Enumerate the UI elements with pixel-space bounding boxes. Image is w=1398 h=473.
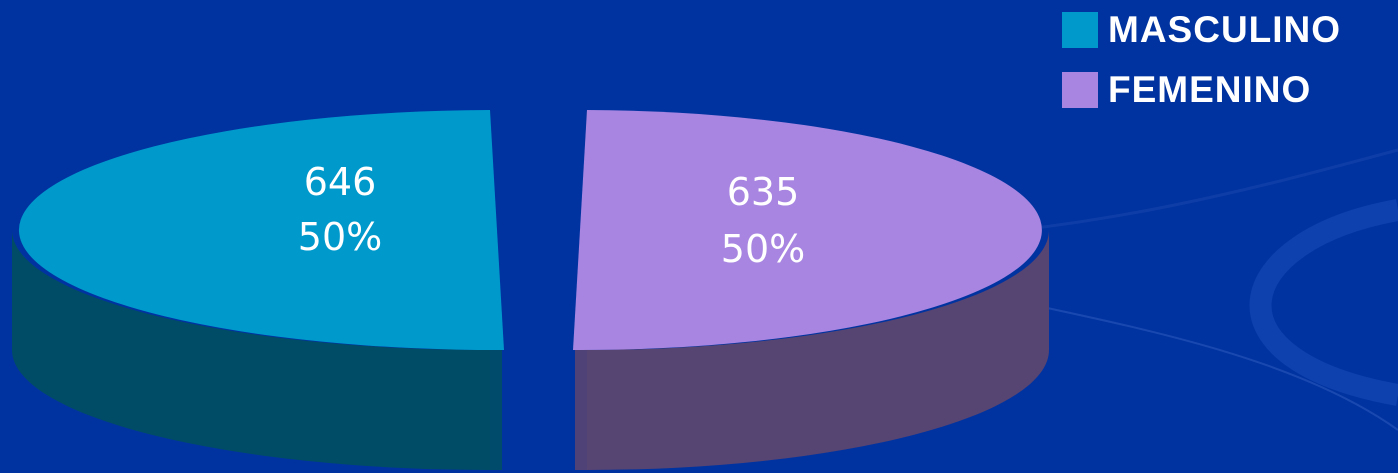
slice-side-femenino bbox=[587, 230, 1049, 470]
slice-femenino bbox=[573, 110, 1042, 351]
legend-label-femenino: FEMENINO bbox=[1108, 69, 1312, 110]
pie-slices bbox=[12, 110, 1049, 470]
slice-masculino bbox=[18, 110, 505, 351]
data-label-value-masculino: 646 bbox=[304, 160, 377, 204]
data-label-value-femenino: 635 bbox=[727, 170, 800, 214]
legend-item-femenino: FEMENINO bbox=[1062, 68, 1341, 112]
data-label-percent-masculino: 50% bbox=[298, 215, 382, 259]
legend: MASCULINO FEMENINO bbox=[1062, 8, 1341, 128]
slice-side-masculino bbox=[12, 230, 490, 470]
legend-swatch-masculino bbox=[1062, 12, 1098, 48]
legend-label-masculino: MASCULINO bbox=[1108, 9, 1342, 50]
data-label-percent-femenino: 50% bbox=[721, 227, 805, 271]
legend-item-masculino: MASCULINO bbox=[1062, 8, 1341, 52]
data-labels: 646 50% 635 50% bbox=[298, 160, 805, 271]
legend-swatch-femenino bbox=[1062, 72, 1098, 108]
